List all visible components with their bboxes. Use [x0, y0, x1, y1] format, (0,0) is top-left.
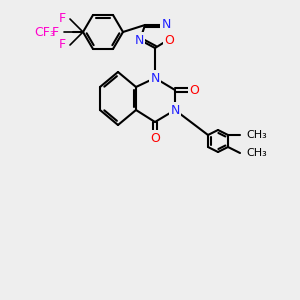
Text: O: O [150, 131, 160, 145]
Text: N: N [134, 34, 144, 46]
Text: O: O [189, 83, 199, 97]
Text: O: O [164, 34, 174, 46]
Text: F: F [58, 38, 66, 52]
Text: N: N [161, 19, 171, 32]
Text: CH₃: CH₃ [246, 148, 267, 158]
Text: CH₃: CH₃ [246, 130, 267, 140]
Text: N: N [170, 103, 180, 116]
Text: F: F [51, 26, 58, 38]
Text: CF₃: CF₃ [34, 26, 55, 38]
Text: F: F [58, 13, 66, 26]
Text: N: N [150, 71, 160, 85]
